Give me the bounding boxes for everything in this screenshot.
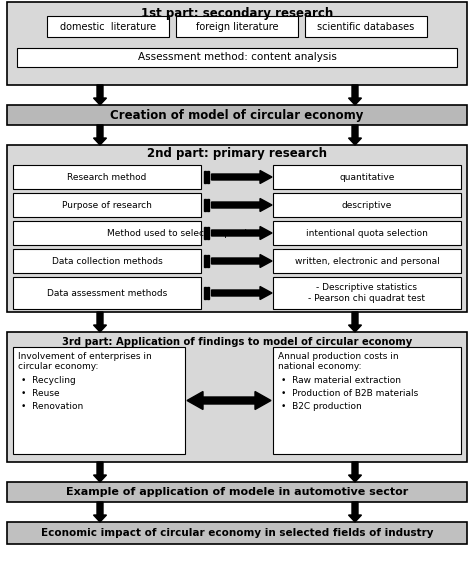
Bar: [273, 249, 461, 273]
Bar: [176, 16, 298, 37]
Text: written, electronic and personal: written, electronic and personal: [295, 256, 439, 266]
Polygon shape: [204, 255, 207, 266]
Polygon shape: [93, 85, 107, 105]
Text: Example of application of modele in automotive sector: Example of application of modele in auto…: [66, 487, 408, 497]
Bar: [13, 277, 201, 309]
Text: •  B2C production: • B2C production: [281, 402, 362, 411]
Bar: [13, 249, 201, 273]
Bar: [273, 277, 461, 309]
Polygon shape: [187, 392, 271, 409]
Text: foreign literature: foreign literature: [196, 22, 278, 32]
Text: intentional quota selection: intentional quota selection: [306, 229, 428, 238]
Text: Purpose of research: Purpose of research: [62, 201, 152, 209]
Bar: [13, 193, 201, 217]
Bar: [47, 16, 169, 37]
Polygon shape: [207, 255, 210, 266]
Text: quantitative: quantitative: [339, 172, 395, 182]
Bar: [13, 347, 185, 454]
Polygon shape: [348, 125, 362, 145]
Text: Assessment method: content analysis: Assessment method: content analysis: [137, 52, 337, 62]
Text: Method used to select respondents: Method used to select respondents: [107, 229, 266, 238]
Bar: [273, 165, 461, 189]
Bar: [17, 48, 457, 67]
Text: domestic  literature: domestic literature: [60, 22, 156, 32]
Polygon shape: [93, 312, 107, 332]
Polygon shape: [348, 85, 362, 105]
Polygon shape: [93, 462, 107, 482]
Bar: [273, 347, 461, 454]
Text: Data collection methods: Data collection methods: [52, 256, 163, 266]
Text: Data assessment methods: Data assessment methods: [47, 289, 167, 298]
Text: 1st part: secondary research: 1st part: secondary research: [141, 6, 333, 19]
Polygon shape: [207, 228, 210, 239]
Bar: [7, 105, 467, 125]
Polygon shape: [204, 172, 207, 182]
Text: - Descriptive statistics
- Pearson chi quadrat test: - Descriptive statistics - Pearson chi q…: [309, 283, 426, 303]
Bar: [7, 2, 467, 85]
Polygon shape: [348, 462, 362, 482]
Text: •  Production of B2B materials: • Production of B2B materials: [281, 389, 418, 398]
Bar: [273, 193, 461, 217]
Bar: [273, 221, 461, 245]
Text: scientific databases: scientific databases: [318, 22, 415, 32]
Text: Creation of model of circular economy: Creation of model of circular economy: [110, 109, 364, 122]
Polygon shape: [211, 199, 272, 212]
Bar: [7, 145, 467, 312]
Polygon shape: [204, 228, 207, 239]
Bar: [13, 165, 201, 189]
Text: •  Reuse: • Reuse: [21, 389, 60, 398]
Bar: [305, 16, 427, 37]
Text: Research method: Research method: [67, 172, 146, 182]
Polygon shape: [207, 288, 210, 299]
Polygon shape: [211, 226, 272, 239]
Polygon shape: [93, 125, 107, 145]
Bar: [7, 522, 467, 544]
Text: Annual production costs in
national economy:: Annual production costs in national econ…: [278, 352, 399, 372]
Polygon shape: [207, 172, 210, 182]
Polygon shape: [207, 199, 210, 211]
Text: •  Renovation: • Renovation: [21, 402, 83, 411]
Text: 3rd part: Application of findings to model of circular economy: 3rd part: Application of findings to mod…: [62, 337, 412, 347]
Polygon shape: [348, 312, 362, 332]
Bar: [7, 482, 467, 502]
Text: 2nd part: primary research: 2nd part: primary research: [147, 148, 327, 161]
Polygon shape: [348, 502, 362, 522]
Polygon shape: [93, 502, 107, 522]
Polygon shape: [211, 171, 272, 183]
Text: Involvement of enterprises in
circular economy:: Involvement of enterprises in circular e…: [18, 352, 152, 372]
Bar: [13, 221, 201, 245]
Polygon shape: [204, 288, 207, 299]
Bar: [7, 332, 467, 462]
Text: •  Raw material extraction: • Raw material extraction: [281, 376, 401, 385]
Polygon shape: [211, 286, 272, 299]
Text: •  Recycling: • Recycling: [21, 376, 76, 385]
Polygon shape: [204, 199, 207, 211]
Text: descriptive: descriptive: [342, 201, 392, 209]
Text: Economic impact of circular economy in selected fields of industry: Economic impact of circular economy in s…: [41, 528, 433, 538]
Polygon shape: [211, 255, 272, 268]
